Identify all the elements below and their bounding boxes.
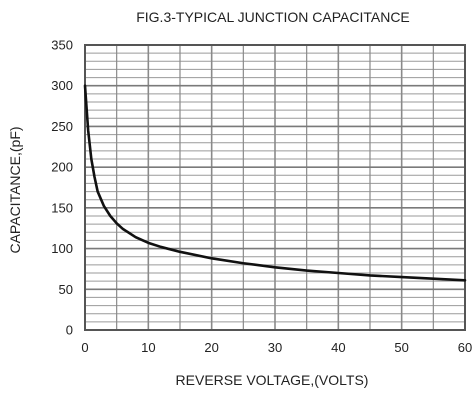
x-tick-label: 60 xyxy=(458,340,472,355)
x-tick-label: 0 xyxy=(81,340,88,355)
y-tick-label: 200 xyxy=(51,160,73,175)
y-tick-label: 250 xyxy=(51,119,73,134)
x-tick-label: 50 xyxy=(394,340,408,355)
y-tick-label: 300 xyxy=(51,78,73,93)
x-axis-ticks: 0 10 20 30 40 50 60 xyxy=(81,340,472,355)
x-axis-label: REVERSE VOLTAGE,(VOLTS) xyxy=(176,372,369,388)
x-tick-label: 20 xyxy=(204,340,218,355)
y-tick-label: 50 xyxy=(59,282,73,297)
chart-title: FIG.3-TYPICAL JUNCTION CAPACITANCE xyxy=(136,9,410,25)
plot-frame xyxy=(84,44,466,331)
y-axis-label: CAPACITANCE,(pF) xyxy=(7,126,23,253)
x-tick-label: 30 xyxy=(268,340,282,355)
y-tick-label: 150 xyxy=(51,200,73,215)
x-tick-label: 10 xyxy=(141,340,155,355)
y-tick-label: 100 xyxy=(51,241,73,256)
capacitance-curve xyxy=(83,84,467,282)
y-axis-ticks: 0 50 100 150 200 250 300 350 xyxy=(51,38,73,338)
y-tick-label: 350 xyxy=(51,38,73,53)
y-tick-label: 0 xyxy=(66,323,73,338)
series-group xyxy=(83,84,467,282)
plot-border xyxy=(84,44,466,331)
x-tick-label: 40 xyxy=(331,340,345,355)
